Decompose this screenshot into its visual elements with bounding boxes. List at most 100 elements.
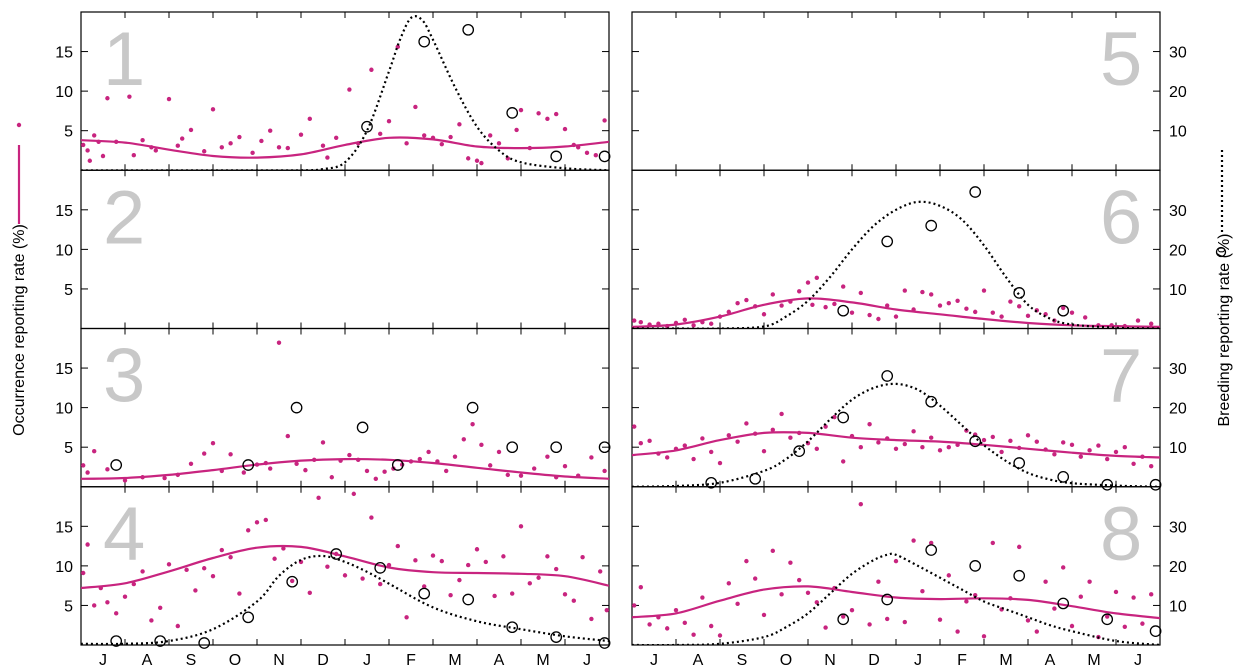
panel-number: 4 <box>103 492 145 577</box>
occurrence-point <box>1069 442 1075 448</box>
occurrence-point <box>717 460 723 466</box>
occurrence-point <box>990 540 995 546</box>
occurrence-point <box>602 468 607 474</box>
panel-5: 5 10 20 30 <box>631 11 1187 171</box>
occurrence-point <box>241 470 246 475</box>
breeding-point <box>598 637 611 649</box>
occurrence-point <box>867 312 872 318</box>
occurrence-point <box>823 424 828 429</box>
occurrence-point <box>554 566 559 572</box>
breeding-point <box>330 548 343 560</box>
occurrence-point <box>920 289 925 295</box>
breeding-point <box>418 35 431 48</box>
occurrence-point <box>1034 439 1040 444</box>
occurrence-point <box>858 501 863 507</box>
occurrence-point <box>1061 440 1066 445</box>
panel-3: 3 5 10 15 <box>55 327 611 488</box>
occurrence-point <box>1069 623 1075 629</box>
occurrence-point <box>1149 592 1154 597</box>
occurrence-point <box>1122 444 1128 450</box>
occurrence-point <box>554 111 559 117</box>
occurrence-point <box>562 592 568 597</box>
panel-number: 3 <box>103 334 145 419</box>
occurrence-point <box>426 449 431 455</box>
panel-frame <box>631 11 1161 171</box>
occurrence-point <box>149 618 154 623</box>
occurrence-point <box>841 459 846 464</box>
occurrence-point <box>474 547 480 552</box>
occurrence-point <box>981 288 987 293</box>
right-tick-label: 30 <box>1169 45 1187 62</box>
occurrence-point <box>461 437 466 442</box>
legend-breeding-circle <box>1215 246 1227 258</box>
occurrence-point <box>638 319 643 325</box>
occurrence-point <box>466 562 471 568</box>
occurrence-point <box>1096 443 1101 448</box>
occurrence-point <box>911 538 916 543</box>
occurrence-point <box>761 448 767 454</box>
occurrence-point <box>85 148 90 153</box>
month-label: A <box>494 652 505 669</box>
occurrence-point <box>580 554 585 560</box>
occurrence-point <box>700 436 705 441</box>
occurrence-point <box>285 433 290 439</box>
occurrence-point <box>268 128 273 133</box>
occurrence-point <box>638 585 643 590</box>
occurrence-point <box>378 131 383 137</box>
occurrence-point <box>841 284 846 289</box>
occurrence-point <box>717 633 723 638</box>
occurrence-point <box>334 135 339 141</box>
occurrence-point <box>691 456 696 462</box>
occurrence-point <box>81 142 86 148</box>
occurrence-point <box>303 467 308 473</box>
panel-number: 6 <box>1100 175 1142 260</box>
month-label: A <box>693 652 704 669</box>
right-tick-label: 10 <box>1169 598 1187 615</box>
occurrence-point <box>228 554 233 560</box>
occurrence-point <box>81 463 86 468</box>
occurrence-point <box>761 612 767 618</box>
left-tick-label: 10 <box>55 401 73 418</box>
occurrence-point <box>439 558 444 564</box>
occurrence-point <box>779 592 784 597</box>
breeding-point <box>1057 304 1070 317</box>
occurrence-point <box>457 577 462 583</box>
occurrence-point <box>347 87 352 92</box>
left-tick-label: 10 <box>55 242 73 259</box>
occurrence-point <box>329 475 334 480</box>
month-label: J <box>650 652 658 669</box>
occurrence-point <box>589 616 594 622</box>
month-label: J <box>583 652 591 669</box>
occurrence-point <box>744 558 749 564</box>
breeding-trend-line <box>632 382 1160 487</box>
occurrence-point <box>753 576 758 581</box>
occurrence-trend-line <box>81 544 609 590</box>
occurrence-trend-line <box>81 457 609 480</box>
month-label: S <box>186 652 197 669</box>
occurrence-point <box>122 478 128 483</box>
breeding-point <box>506 441 519 454</box>
breeding-point <box>598 150 611 163</box>
occurrence-point <box>382 469 387 474</box>
occurrence-point <box>369 515 374 520</box>
occurrence-point <box>276 340 282 345</box>
occurrence-point <box>1135 318 1141 323</box>
occurrence-point <box>1087 579 1092 584</box>
occurrence-point <box>1008 438 1013 444</box>
occurrence-point <box>351 491 356 497</box>
left-tick-label: 10 <box>55 559 73 576</box>
occurrence-point <box>1149 321 1154 326</box>
panel-8: 8 10 20 30 J A S O N D J F M A M J <box>631 486 1187 669</box>
occurrence-point <box>417 456 422 462</box>
right-legend <box>1215 150 1227 258</box>
occurrence-point <box>188 127 194 133</box>
occurrence-point <box>175 143 180 148</box>
occurrence-point <box>452 454 458 459</box>
month-label: D <box>317 652 329 669</box>
right-y-axis-label: Breeding reporting rate (%) <box>1216 234 1233 427</box>
occurrence-point <box>131 581 136 587</box>
occurrence-point <box>369 67 374 72</box>
breeding-trend-line <box>81 15 609 171</box>
occurrence-point <box>518 524 524 529</box>
occurrence-point <box>140 137 145 143</box>
